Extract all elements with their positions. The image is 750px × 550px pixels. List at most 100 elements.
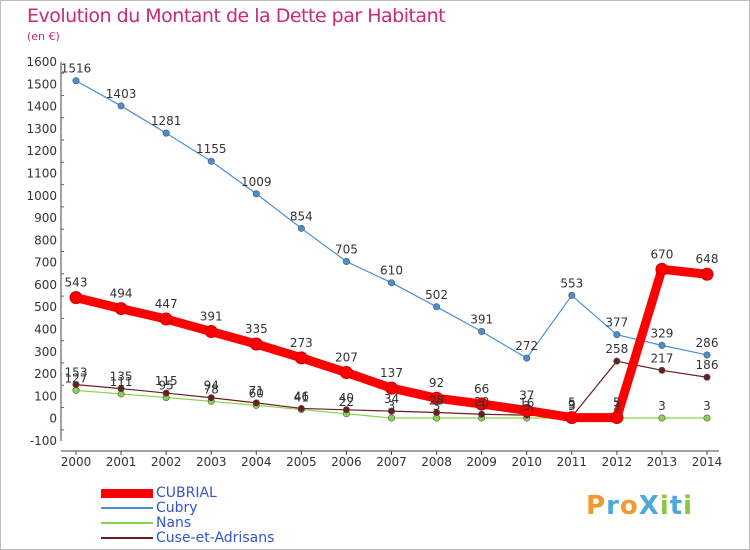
data-label: 115 xyxy=(155,374,178,388)
logo-letter: P xyxy=(586,491,607,521)
data-point xyxy=(72,381,80,389)
y-tick-label: 100 xyxy=(34,389,57,403)
data-label: 60 xyxy=(249,386,264,400)
data-label: 41 xyxy=(294,391,309,405)
logo-letter: o xyxy=(619,491,639,521)
data-label: 207 xyxy=(335,351,358,365)
x-tick-label: 2010 xyxy=(511,455,542,469)
data-label: 71 xyxy=(249,384,264,398)
data-label: 153 xyxy=(65,366,88,380)
logo-letter: r xyxy=(606,491,620,521)
data-label: 3 xyxy=(388,399,396,413)
data-label: 92 xyxy=(429,376,444,390)
data-point xyxy=(387,407,395,415)
y-tick-label: 200 xyxy=(34,367,57,381)
data-label: 46 xyxy=(294,389,309,403)
data-label: 20 xyxy=(474,395,489,409)
data-point xyxy=(207,157,215,165)
data-point xyxy=(658,414,666,422)
data-point xyxy=(610,411,624,425)
data-label: 28 xyxy=(429,393,444,407)
data-point xyxy=(655,262,669,276)
data-label: 95 xyxy=(159,379,174,393)
data-point xyxy=(342,406,350,414)
data-label: 5 xyxy=(613,396,621,410)
y-tick-label: 0 xyxy=(49,412,57,426)
x-tick-label: 2008 xyxy=(421,455,452,469)
y-tick-label: 1200 xyxy=(26,144,57,158)
data-label: 286 xyxy=(696,336,719,350)
data-label: 377 xyxy=(605,316,628,330)
data-label: 137 xyxy=(380,366,403,380)
data-label: 34 xyxy=(384,392,399,406)
data-label: 272 xyxy=(515,339,538,353)
data-label: 648 xyxy=(696,252,719,266)
legend-label: Cuse-et-Adrisans xyxy=(156,530,275,546)
data-point xyxy=(700,267,714,281)
data-point xyxy=(523,354,531,362)
data-label: 1403 xyxy=(106,87,137,101)
data-point xyxy=(72,77,80,85)
x-tick-label: 2000 xyxy=(61,455,92,469)
x-tick-label: 2014 xyxy=(692,455,723,469)
data-point xyxy=(117,385,125,393)
y-tick-label: 600 xyxy=(34,278,57,292)
data-point xyxy=(294,351,308,365)
data-point xyxy=(69,291,83,305)
data-point xyxy=(72,386,80,394)
data-point xyxy=(613,331,621,339)
x-tick-label: 2012 xyxy=(602,455,633,469)
data-label: 3 xyxy=(433,399,441,413)
data-label: 3 xyxy=(523,399,531,413)
data-label: 610 xyxy=(380,264,403,278)
x-tick-label: 2003 xyxy=(196,455,227,469)
y-tick-label: 900 xyxy=(34,211,57,225)
data-point xyxy=(658,341,666,349)
data-point xyxy=(387,279,395,287)
data-label: 22 xyxy=(339,395,354,409)
data-point xyxy=(703,414,711,422)
data-label: 329 xyxy=(650,326,673,340)
data-label: 553 xyxy=(560,276,583,290)
x-tick-label: 2005 xyxy=(286,455,317,469)
legend-label: Nans xyxy=(156,515,192,531)
data-point xyxy=(339,366,353,380)
legend-label: CUBRIAL xyxy=(156,485,217,501)
data-label: 3 xyxy=(478,399,486,413)
data-label: 705 xyxy=(335,243,358,257)
logo-letter: X xyxy=(638,491,660,521)
data-point xyxy=(433,408,441,416)
data-point xyxy=(433,303,441,311)
data-label: 502 xyxy=(425,288,448,302)
data-point xyxy=(568,291,576,299)
data-point xyxy=(159,312,173,326)
data-label: 3 xyxy=(613,399,621,413)
data-label: 1281 xyxy=(151,114,182,128)
logo-letter: i xyxy=(659,491,670,521)
chart-title: Evolution du Montant de la Dette par Hab… xyxy=(27,5,446,27)
data-point xyxy=(475,397,489,411)
data-label: 16 xyxy=(519,396,534,410)
y-tick-label: 700 xyxy=(34,256,57,270)
data-point xyxy=(162,389,170,397)
x-tick-label: 2001 xyxy=(106,455,137,469)
data-label: 66 xyxy=(474,382,489,396)
y-tick-label: -100 xyxy=(30,434,57,448)
data-label: 273 xyxy=(290,336,313,350)
data-label: 1155 xyxy=(196,142,227,156)
data-point xyxy=(478,410,486,418)
data-label: 111 xyxy=(110,375,133,389)
data-point xyxy=(703,373,711,381)
data-point xyxy=(162,129,170,137)
data-label: 1516 xyxy=(61,62,92,76)
data-label: 391 xyxy=(470,313,493,327)
data-point xyxy=(297,224,305,232)
data-point xyxy=(430,391,444,405)
data-point xyxy=(252,399,260,407)
logo-letter: i xyxy=(683,491,694,521)
data-label: 3 xyxy=(703,399,711,413)
data-label: 135 xyxy=(110,370,133,384)
data-point xyxy=(117,102,125,110)
data-label: 494 xyxy=(110,287,133,301)
